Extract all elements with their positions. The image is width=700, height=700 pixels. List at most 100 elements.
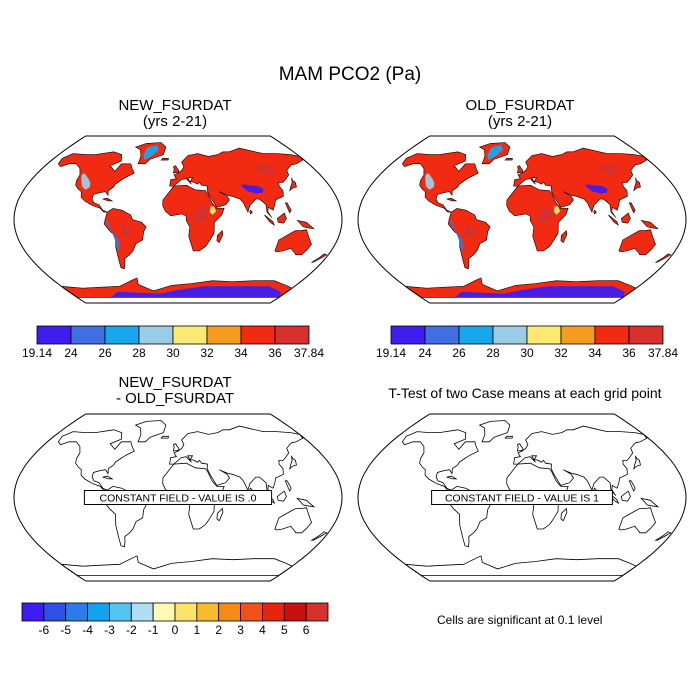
continent-australia [618,229,656,256]
colorbar-tick-label: 32 [200,346,214,360]
continent-south-america [103,208,147,270]
continent-japan [289,177,297,192]
region-andes [450,219,464,251]
panel-title-new-line2: (yrs 2-21) [142,113,208,130]
colorbar-swatch [130,602,154,622]
colorbar-tick-label: 3 [237,623,244,637]
continent-iceland [504,158,513,161]
panel-title-ttest: T-Test of two Case means at each grid po… [388,385,662,401]
region-rockies [425,173,435,190]
region-greenland-ice [143,145,160,161]
continent-philippines [628,202,636,214]
continent-cuba [446,197,458,202]
colorbar-tick-label: 0 [171,623,179,637]
continent-north-america [401,151,479,213]
continent-sri-lanka [593,209,597,215]
panel-title-old-line1: OLD_FSURDAT [465,97,575,114]
map-panel-new [13,135,343,304]
continent-japan [633,177,641,192]
colorbar-tick-label: 19.14 [21,346,53,360]
colorbar-tick-label: 34 [234,346,248,360]
continent-philippines [284,202,292,214]
map-content [57,142,328,298]
region-antarctic-plateau [454,286,625,298]
colorbar-swatch [305,602,329,622]
region-dark-0 [191,205,210,225]
continent-philippines [284,480,292,492]
colorbar-tick-label: 5 [280,623,288,637]
panel-title-diff-line1: NEW_FSURDAT [118,374,232,391]
region-greenland-ice [487,145,504,161]
map-panel-diff: CONSTANT FIELD - VALUE IS .0 [13,413,343,582]
colorbar-tick-label: 4 [259,623,266,637]
region-dark-2 [463,224,477,239]
panel-title-new-line1: NEW_FSURDAT [118,97,232,114]
continent-iceland [504,435,513,439]
colorbar-old-labels: 19.14 24 26 28 30 32 34 36 37.84 [376,346,678,362]
colorbar-tick-label: -2 [125,623,137,637]
colorbar-tick-label: 34 [588,346,602,360]
continent-eurasia [513,147,648,218]
colorbar-swatch [218,602,241,622]
colorbar-swatch [240,602,263,622]
colorbar-tick-label: 30 [520,346,534,360]
colorbar-tick-label: 26 [98,346,112,360]
continent-sumatra [264,214,276,226]
continent-great-britain [172,443,180,452]
continent-antarctica [403,555,638,576]
panel-title-old: OLD_FSURDAT (yrs 2-21) [360,98,680,130]
region-dark-0 [535,205,554,225]
colorbar-tick-label: 37.84 [647,346,679,360]
panel-title-old-line2: (yrs 2-21) [487,113,553,130]
region-ethiopian-highlands [209,206,217,215]
map-border [13,135,343,304]
colorbar-swatch [174,602,198,622]
continent-antarctica [59,555,294,576]
region-ethiopian-highlands [553,206,561,215]
panel-title-diff-line2: - OLD_FSURDAT [115,390,235,407]
continent-north-america [401,429,479,491]
continent-cuba [102,197,114,202]
continent-borneo [620,212,631,224]
colorbar-swatch [526,325,562,345]
figure-title: MAM PCO2 (Pa) [278,64,422,85]
colorbar-swatch [138,325,174,345]
region-dark-2 [119,224,133,239]
colorbar-swatch [21,602,45,622]
continent-sumatra [608,214,620,226]
map-content [401,142,672,298]
colorbar-swatch [240,325,276,345]
continent-madagascar [560,507,568,522]
colorbar-swatch [196,602,220,622]
colorbar-tick-label: -6 [38,623,50,637]
colorbar-old [390,325,664,345]
continent-eurasia [513,425,648,496]
continent-iceland [160,158,169,161]
colorbar-new [36,325,310,345]
colorbar-swatch [283,602,307,622]
colorbar-tick-label: 6 [302,623,310,637]
continent-australia [274,229,312,256]
panel-title-diff: NEW_FSURDAT - OLD_FSURDAT [15,375,335,407]
continent-cuba [102,475,114,480]
colorbar-new-labels: 19.14 24 26 28 30 32 34 36 37.84 [22,346,324,362]
colorbar-tick-label: -5 [60,623,72,637]
colorbar-swatch [70,325,106,345]
colorbar-tick-label: 24 [64,346,78,360]
colorbar-tick-label: -3 [104,623,115,637]
constant-field-box [83,490,273,505]
constant-field-label: CONSTANT FIELD - VALUE IS 1 [445,493,599,505]
colorbar-swatch [390,325,426,345]
continent-new-guinea [296,219,315,230]
colorbar-swatch [594,325,630,345]
continent-borneo [276,212,287,224]
continent-madagascar [560,229,568,244]
colorbar-swatch [36,325,72,345]
continent-new-zealand [310,253,328,263]
colorbar-tick-label: 24 [418,346,432,360]
continent-eurasia [169,425,304,496]
continent-north-america [57,151,135,213]
colorbar-swatch [206,325,242,345]
colorbar-swatch [43,602,67,622]
colorbar-tick-label: 2 [215,623,223,637]
